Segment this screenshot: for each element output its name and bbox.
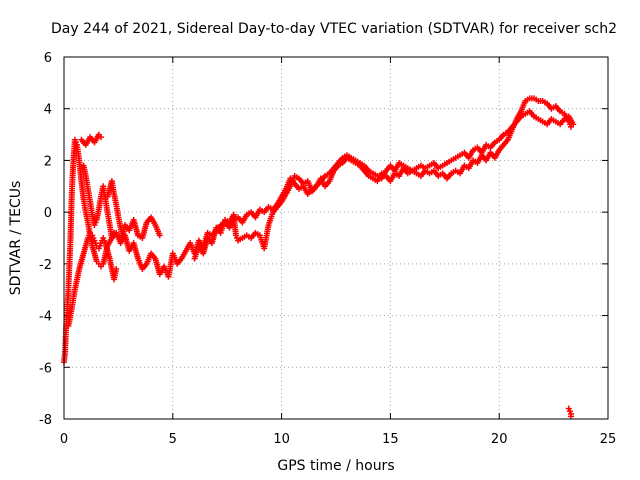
x-tick-label: 10	[273, 432, 290, 447]
x-axis-label: GPS time / hours	[277, 458, 394, 474]
data-point	[570, 121, 577, 128]
y-tick-label: 6	[44, 51, 52, 66]
data-point	[156, 232, 163, 239]
series	[65, 108, 577, 420]
y-axis-label: SDTVAR / TECUs	[8, 181, 24, 296]
x-tick-label: 25	[600, 432, 617, 447]
y-tick-label: -6	[39, 361, 52, 376]
x-tick-label: 20	[491, 432, 508, 447]
x-tick-label: 0	[60, 432, 68, 447]
plot-frame	[63, 56, 609, 420]
y-tick-label: 4	[44, 103, 52, 118]
series	[61, 95, 575, 366]
y-tick-label: -2	[39, 258, 52, 273]
data-point	[568, 413, 575, 420]
x-tick-label: 15	[382, 432, 399, 447]
x-tick-label: 5	[169, 432, 177, 447]
y-tick-label: 2	[44, 154, 52, 169]
chart-title: Day 244 of 2021, Sidereal Day-to-day VTE…	[51, 21, 617, 37]
grid	[64, 57, 608, 419]
y-tick-label: 0	[44, 206, 52, 221]
ticks: 0 5 10 15 20 25 -8 -6 -4 -2 0 2 4 6	[39, 51, 616, 447]
y-tick-label: -4	[39, 310, 52, 325]
data-point	[113, 266, 120, 273]
data-point	[111, 229, 118, 236]
data-point	[97, 134, 104, 141]
data-points	[61, 95, 577, 420]
y-tick-label: -8	[39, 413, 52, 428]
